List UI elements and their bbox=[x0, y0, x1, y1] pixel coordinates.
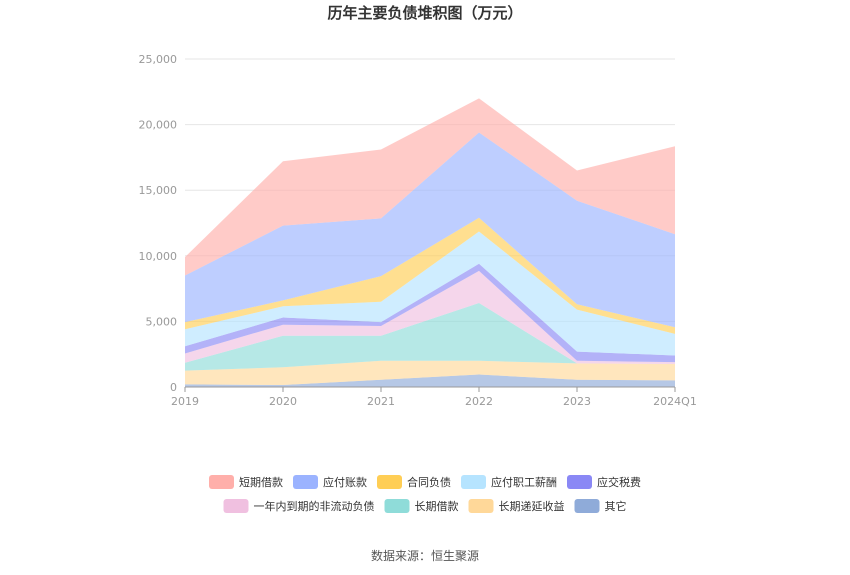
legend-swatch bbox=[468, 499, 494, 513]
legend-item[interactable]: 应付职工薪酬 bbox=[461, 475, 557, 489]
area-6[interactable] bbox=[185, 217, 675, 334]
source-label: 数据来源：恒生聚源 bbox=[371, 548, 479, 563]
x-tick-label: 2020 bbox=[269, 395, 297, 408]
legend-label: 合同负债 bbox=[407, 475, 451, 489]
x-tick-label: 2022 bbox=[465, 395, 493, 408]
legend-label: 短期借款 bbox=[239, 475, 283, 489]
legend-label: 长期借款 bbox=[415, 499, 459, 513]
legend-item[interactable]: 短期借款 bbox=[209, 475, 283, 489]
legend-item[interactable]: 合同负债 bbox=[377, 475, 451, 489]
legend-label: 应付账款 bbox=[323, 475, 367, 489]
legend-swatch bbox=[384, 499, 410, 513]
legend-label: 应付职工薪酬 bbox=[491, 475, 557, 489]
y-tick-label: 0 bbox=[170, 381, 177, 394]
legend-label: 应交税费 bbox=[597, 475, 641, 489]
y-tick-label: 20,000 bbox=[139, 119, 178, 132]
x-tick-label: 2023 bbox=[563, 395, 591, 408]
legend-label: 一年内到期的非流动负债 bbox=[254, 499, 375, 513]
legend-item[interactable]: 长期借款 bbox=[384, 499, 459, 513]
chart-title: 历年主要负债堆积图（万元） bbox=[327, 4, 522, 22]
area-5[interactable] bbox=[185, 231, 675, 356]
legend-swatch bbox=[293, 475, 318, 489]
legend-item[interactable]: 一年内到期的非流动负债 bbox=[223, 499, 375, 513]
legend-item[interactable]: 应付账款 bbox=[293, 475, 367, 489]
legend-item[interactable]: 其它 bbox=[574, 499, 627, 513]
area-8[interactable] bbox=[185, 98, 675, 276]
legend-swatch bbox=[567, 475, 592, 489]
x-tick-label: 2024Q1 bbox=[653, 395, 697, 408]
legend-swatch bbox=[574, 499, 600, 513]
y-tick-label: 10,000 bbox=[139, 250, 178, 263]
legend-swatch bbox=[377, 475, 402, 489]
area-series bbox=[185, 98, 675, 387]
x-tick-label: 2019 bbox=[171, 395, 199, 408]
x-tick-label: 2021 bbox=[367, 395, 395, 408]
legend-swatch bbox=[209, 475, 234, 489]
y-tick-label: 5,000 bbox=[146, 315, 178, 328]
area-0[interactable] bbox=[185, 374, 675, 388]
legend-swatch bbox=[461, 475, 486, 489]
legend-label: 长期递延收益 bbox=[499, 499, 565, 513]
y-tick-label: 25,000 bbox=[139, 53, 178, 66]
legend-swatch bbox=[223, 499, 249, 513]
y-tick-label: 15,000 bbox=[139, 184, 178, 197]
axes: 0 5,000 10,000 15,000 20,000 25,000 2019 2020 20… bbox=[139, 53, 697, 408]
legend-label: 其它 bbox=[605, 499, 627, 513]
area-4[interactable] bbox=[185, 263, 675, 363]
legend-item[interactable]: 应交税费 bbox=[567, 475, 641, 489]
area-3[interactable] bbox=[185, 270, 675, 364]
legend-item[interactable]: 长期递延收益 bbox=[468, 499, 565, 513]
area-1[interactable] bbox=[185, 360, 675, 385]
area-2[interactable] bbox=[185, 303, 675, 371]
area-7[interactable] bbox=[185, 132, 675, 328]
